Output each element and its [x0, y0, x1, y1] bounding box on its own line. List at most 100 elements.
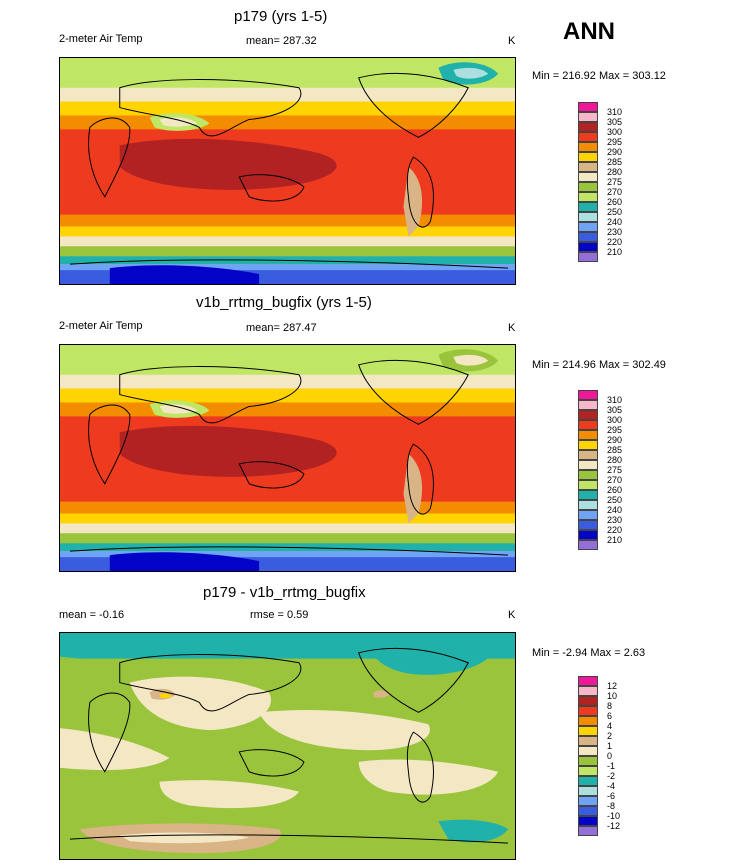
panel2-colorbar-swatch: [578, 480, 598, 490]
panel3-colorbar: 12 10 8 6 4 2 1 0 -1 -2 -4 -6 -8 -10 -12: [578, 676, 620, 858]
panel1-colorbar-label: 230: [607, 227, 623, 237]
panel1-colorbar-swatch: [578, 182, 598, 192]
panel2-colorbar-label: 270: [607, 475, 623, 485]
panel2-colorbar-swatch: [578, 410, 598, 420]
panel1-minmax: Min = 216.92 Max = 303.12: [532, 70, 666, 82]
panel2-mean-label: mean= 287.47: [246, 322, 317, 334]
panel1-colorbar: 310 305 300 295 290 285 280 275 270 260 …: [578, 102, 622, 284]
panel1-colorbar-swatch: [578, 212, 598, 222]
panel2-temperature-field: [60, 345, 515, 571]
panel1-colorbar-swatch: [578, 242, 598, 252]
panel3-colorbar-swatch: [578, 806, 598, 816]
panel3-colorbar-label: 6: [607, 711, 613, 721]
panel3-colorbar-swatch: [578, 706, 598, 716]
panel2-colorbar-label: 220: [607, 525, 623, 535]
panel3-colorbar-swatch: [578, 826, 598, 836]
panel2-colorbar: 310 305 300 295 290 285 280 275 270 260 …: [578, 390, 622, 572]
panel1-colorbar-label: 260: [607, 197, 623, 207]
panel3-colorbar-swatch: [578, 786, 598, 796]
panel2-colorbar-swatch: [578, 470, 598, 480]
panel1-colorbar-swatch: [578, 142, 598, 152]
panel3-rmse-label: rmse = 0.59: [250, 609, 309, 621]
panel1-colorbar-swatch: [578, 122, 598, 132]
panel2-colorbar-swatch: [578, 530, 598, 540]
panel1-colorbar-swatch: [578, 202, 598, 212]
panel2-map: [59, 344, 516, 572]
panel2-colorbar-label: 280: [607, 455, 623, 465]
panel3-colorbar-label: 4: [607, 721, 613, 731]
panel1-colorbar-swatch: [578, 102, 598, 112]
panel3-units-label: K: [508, 609, 516, 621]
panel2-colorbar-label: 295: [607, 425, 623, 435]
panel1-mean-label: mean= 287.32: [246, 35, 317, 47]
panel3-minmax: Min = -2.94 Max = 2.63: [532, 647, 646, 659]
panel2-colorbar-label: 305: [607, 405, 623, 415]
panel2-colorbar-swatch: [578, 510, 598, 520]
panel3-colorbar-label: 0: [607, 751, 613, 761]
panel2-colorbar-label: 260: [607, 485, 623, 495]
panel2-colorbar-swatch: [578, 520, 598, 530]
panel3-colorbar-label: -8: [607, 801, 616, 811]
panel2-colorbar-swatch: [578, 490, 598, 500]
panel3-colorbar-swatch: [578, 686, 598, 696]
panel3-colorbar-label: 12: [607, 681, 618, 691]
panel3-colorbar-swatch: [578, 776, 598, 786]
panel3-colorbar-label: -12: [607, 821, 621, 831]
panel3-map: [59, 632, 516, 860]
panel1-colorbar-swatch: [578, 172, 598, 182]
panel1-colorbar-swatch: [578, 222, 598, 232]
panel1-map: [59, 57, 516, 285]
panel3-colorbar-label: -2: [607, 771, 616, 781]
panel3-colorbar-swatch: [578, 746, 598, 756]
panel1-colorbar-swatch: [578, 112, 598, 122]
panel3-colorbar-swatch: [578, 816, 598, 826]
panel2-colorbar-label: 275: [607, 465, 623, 475]
panel1-colorbar-label: 295: [607, 137, 623, 147]
panel2-colorbar-label: 240: [607, 505, 623, 515]
panel3-colorbar-swatch: [578, 756, 598, 766]
panel2-colorbar-label: 250: [607, 495, 623, 505]
panel3-colorbar-swatch: [578, 726, 598, 736]
season-label: ANN: [563, 18, 615, 45]
panel2-colorbar-swatch: [578, 420, 598, 430]
panel3-mean-label: mean = -0.16: [59, 609, 125, 621]
panel1-colorbar-swatch: [578, 162, 598, 172]
panel2-colorbar-swatch: [578, 400, 598, 410]
panel2-colorbar-label: 300: [607, 415, 623, 425]
panel3-colorbar-label: 2: [607, 731, 613, 741]
panel2-units-label: K: [508, 322, 516, 334]
panel1-colorbar-label: 240: [607, 217, 623, 227]
panel3-colorbar-label: -10: [607, 811, 621, 821]
panel1-colorbar-label: 250: [607, 207, 623, 217]
panel2-colorbar-label: 310: [607, 395, 623, 405]
panel3-difference-field: [60, 633, 515, 859]
panel3-colorbar-swatch: [578, 766, 598, 776]
panel1-colorbar-label: 300: [607, 127, 623, 137]
panel2-colorbar-swatch: [578, 460, 598, 470]
panel2-title: v1b_rrtmg_bugfix (yrs 1-5): [196, 294, 372, 311]
panel1-colorbar-label: 275: [607, 177, 623, 187]
panel1-colorbar-swatch: [578, 192, 598, 202]
panel1-colorbar-label: 280: [607, 167, 623, 177]
panel1-colorbar-label: 305: [607, 117, 623, 127]
panel2-minmax: Min = 214.96 Max = 302.49: [532, 359, 666, 371]
panel2-colorbar-swatch: [578, 450, 598, 460]
panel1-colorbar-swatch: [578, 152, 598, 162]
panel1-colorbar-label: 220: [607, 237, 623, 247]
panel2-colorbar-swatch: [578, 390, 598, 400]
panel1-title: p179 (yrs 1-5): [234, 8, 328, 25]
panel1-colorbar-label: 285: [607, 157, 623, 167]
panel3-colorbar-swatch: [578, 796, 598, 806]
panel3-colorbar-label: -6: [607, 791, 616, 801]
panel1-colorbar-swatch: [578, 232, 598, 242]
panel1-units-label: K: [508, 35, 516, 47]
panel2-colorbar-label: 230: [607, 515, 623, 525]
panel3-colorbar-label: -1: [607, 761, 616, 771]
panel2-colorbar-swatch: [578, 430, 598, 440]
panel1-colorbar-label: 210: [607, 247, 623, 257]
panel2-colorbar-label: 210: [607, 535, 623, 545]
panel1-colorbar-swatch: [578, 252, 598, 262]
panel3-colorbar-label: 8: [607, 701, 613, 711]
panel3-colorbar-swatch: [578, 736, 598, 746]
panel1-temperature-field: [60, 58, 515, 284]
